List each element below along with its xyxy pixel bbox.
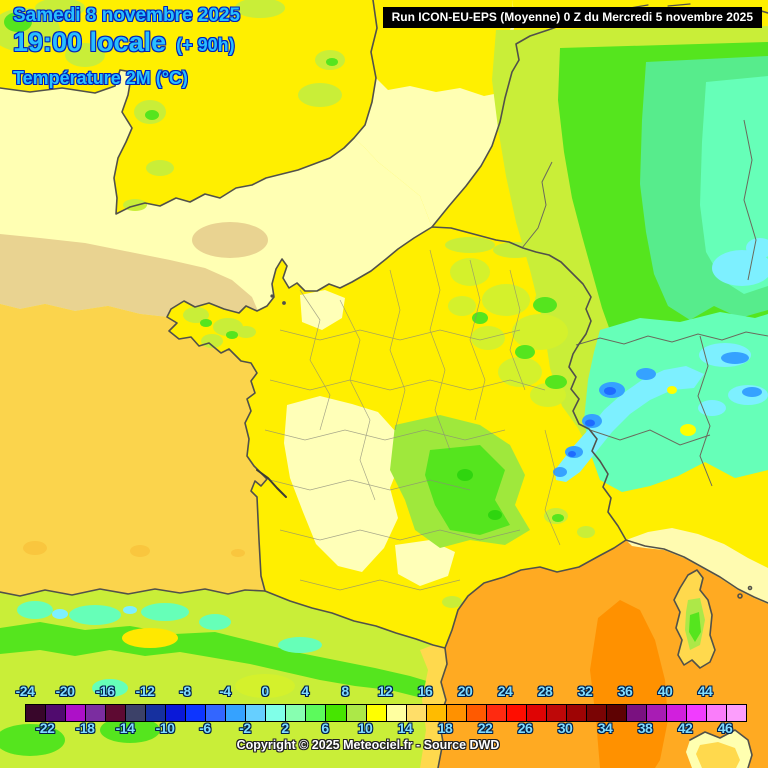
scale-tick: -16 <box>95 683 115 699</box>
scale-tick: 30 <box>557 720 573 736</box>
scale-tick: 0 <box>261 683 269 699</box>
scale-cell <box>146 705 167 721</box>
scale-cell <box>667 705 688 721</box>
scale-cell <box>446 705 467 721</box>
scale-tick: 40 <box>657 683 673 699</box>
scale-cell <box>646 705 667 721</box>
scale-tick: -22 <box>35 720 55 736</box>
scale-tick: -20 <box>55 683 75 699</box>
scale-cell <box>326 705 347 721</box>
scale-cell <box>366 705 387 721</box>
scale-cell <box>106 705 127 721</box>
scale-tick: 38 <box>637 720 653 736</box>
scale-tick: 26 <box>517 720 533 736</box>
scale-tick: 2 <box>281 720 289 736</box>
scale-tick: 10 <box>357 720 373 736</box>
scale-cell <box>626 705 647 721</box>
forecast-time: 19:00 locale <box>13 26 167 57</box>
scale-tick: 46 <box>717 720 733 736</box>
scale-tick: -4 <box>219 683 231 699</box>
scale-cell <box>526 705 547 721</box>
scale-cell <box>286 705 307 721</box>
scale-cell <box>486 705 507 721</box>
scale-tick: 14 <box>397 720 413 736</box>
forecast-offset: (+ 90h) <box>176 34 235 55</box>
scale-cell <box>26 705 47 721</box>
france-patches <box>183 237 630 648</box>
forecast-date: Samedi 8 novembre 2025 <box>13 5 241 26</box>
scale-cell <box>346 705 367 721</box>
scale-cell <box>426 705 447 721</box>
scale-tick: -8 <box>179 683 191 699</box>
scale-tick: 28 <box>537 683 553 699</box>
scale-cell <box>306 705 327 721</box>
scale-cell <box>727 705 747 721</box>
scale-tick: -14 <box>115 720 135 736</box>
scale-tick: 42 <box>677 720 693 736</box>
scale-cell <box>386 705 407 721</box>
scale-cell <box>206 705 227 721</box>
scale-tick: 36 <box>617 683 633 699</box>
scale-cell <box>687 705 708 721</box>
scale-tick: 8 <box>341 683 349 699</box>
scale-cell <box>546 705 567 721</box>
run-banner: Run ICON-EU-EPS (Moyenne) 0 Z du Mercred… <box>382 7 762 28</box>
scale-cell <box>246 705 267 721</box>
scale-cell <box>166 705 187 721</box>
scale-tick: 32 <box>577 683 593 699</box>
british-isles-patches <box>0 0 345 211</box>
scale-tick: 20 <box>457 683 473 699</box>
scale-tick: -24 <box>15 683 35 699</box>
scale-cell <box>506 705 527 721</box>
continent-cold-bands <box>492 26 768 492</box>
scale-cell <box>226 705 247 721</box>
scale-cell <box>46 705 67 721</box>
scale-cell <box>86 705 107 721</box>
scale-tick: -12 <box>135 683 155 699</box>
scale-cell <box>126 705 147 721</box>
scale-tick: 34 <box>597 720 613 736</box>
map-header: Samedi 8 novembre 2025 19:00 locale (+ 9… <box>13 6 240 88</box>
scale-cell <box>66 705 87 721</box>
scale-tick: 16 <box>417 683 433 699</box>
scale-cell <box>586 705 607 721</box>
scale-tick: 44 <box>697 683 713 699</box>
copyright-text: Copyright © 2025 Meteociel.fr - Source D… <box>236 738 500 752</box>
scale-tick: -2 <box>239 720 251 736</box>
scale-cell <box>186 705 207 721</box>
scale-cell <box>707 705 728 721</box>
scale-tick: 12 <box>377 683 393 699</box>
scale-tick: -18 <box>75 720 95 736</box>
scale-cell <box>466 705 487 721</box>
scale-tick: 22 <box>477 720 493 736</box>
iberia-patches <box>0 589 447 768</box>
parameter-label: Température 2M (°C) <box>13 68 188 89</box>
scale-cell <box>266 705 287 721</box>
scale-cell <box>606 705 627 721</box>
sea-regions <box>0 0 516 596</box>
country-borders <box>521 119 768 487</box>
scale-tick: 4 <box>301 683 309 699</box>
scale-tick: -6 <box>199 720 211 736</box>
scale-tick: -10 <box>155 720 175 736</box>
scale-cell <box>566 705 587 721</box>
department-borders <box>264 249 561 591</box>
scale-tick: 6 <box>321 720 329 736</box>
scale-tick: 24 <box>497 683 513 699</box>
scale-bar <box>25 704 747 722</box>
scale-tick: 18 <box>437 720 453 736</box>
scale-cell <box>406 705 427 721</box>
